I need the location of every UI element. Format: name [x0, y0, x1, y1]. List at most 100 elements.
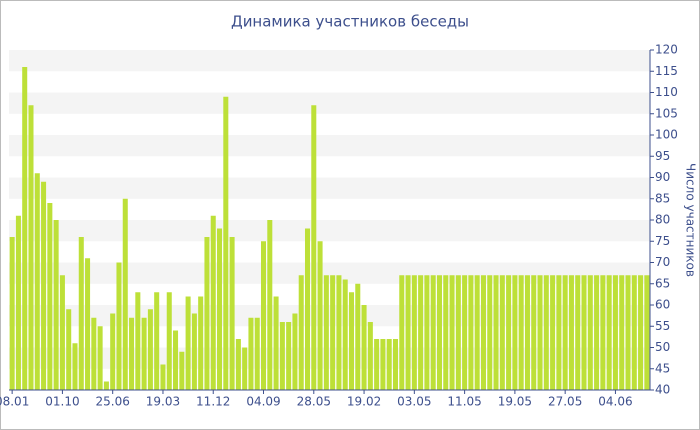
- bar: [122, 198, 128, 390]
- bar: [191, 313, 197, 390]
- bar: [242, 347, 248, 390]
- bar: [22, 67, 28, 390]
- bar: [625, 275, 631, 390]
- bar: [594, 275, 600, 390]
- bar: [160, 364, 166, 390]
- bar: [455, 275, 461, 390]
- bar: [267, 220, 273, 390]
- bar: [424, 275, 430, 390]
- bar: [9, 237, 15, 390]
- bar: [179, 351, 185, 390]
- bar: [317, 241, 323, 390]
- y-axis-label: Число участников: [684, 163, 698, 277]
- y-tick-label: 60: [655, 298, 670, 312]
- bar: [66, 309, 72, 390]
- x-tick-label: 19.05: [498, 395, 532, 409]
- bar: [499, 275, 505, 390]
- bar: [97, 326, 103, 390]
- bar: [374, 339, 380, 390]
- bar: [292, 313, 298, 390]
- bar: [524, 275, 530, 390]
- bar: [436, 275, 442, 390]
- bar: [304, 228, 311, 390]
- y-tick-label: 45: [655, 361, 670, 375]
- bar: [474, 275, 480, 390]
- grid-band: [9, 50, 650, 72]
- bar: [386, 339, 392, 390]
- bar: [493, 275, 499, 390]
- x-tick-label: 08.01: [0, 395, 29, 409]
- bar: [336, 275, 342, 390]
- bar: [15, 215, 21, 390]
- bar: [173, 330, 179, 390]
- bar: [619, 275, 625, 390]
- bar: [342, 279, 348, 390]
- bar: [78, 237, 84, 390]
- x-tick-label: 25.06: [96, 395, 130, 409]
- bar: [631, 275, 637, 390]
- bar: [543, 275, 549, 390]
- bar: [361, 305, 367, 390]
- bar: [405, 275, 411, 390]
- bar: [154, 292, 160, 390]
- bar: [223, 96, 229, 390]
- bar: [587, 275, 593, 390]
- x-tick-label: 19.03: [146, 395, 180, 409]
- bar: [261, 241, 267, 390]
- bar: [198, 296, 204, 390]
- y-tick-label: 65: [655, 276, 670, 290]
- grid-band: [9, 177, 650, 199]
- bar: [518, 275, 524, 390]
- bar: [330, 275, 336, 390]
- bar: [110, 313, 116, 390]
- y-tick-label: 55: [655, 319, 670, 333]
- bar: [185, 296, 191, 390]
- y-tick-label: 80: [655, 213, 670, 227]
- bar: [311, 105, 317, 390]
- bar: [581, 275, 587, 390]
- y-tick-label: 40: [655, 383, 670, 397]
- bar: [59, 275, 65, 390]
- bar: [606, 275, 612, 390]
- bar: [443, 275, 449, 390]
- x-tick-label: 28.05: [297, 395, 331, 409]
- bar: [147, 309, 153, 390]
- bar: [462, 275, 468, 390]
- bar: [600, 275, 606, 390]
- bar: [449, 275, 455, 390]
- bar: [575, 275, 581, 390]
- bar: [204, 237, 210, 390]
- x-tick-label: 11.12: [196, 395, 230, 409]
- y-tick-label: 120: [655, 43, 678, 57]
- y-tick-label: 50: [655, 340, 670, 354]
- bar: [487, 275, 493, 390]
- bar: [392, 339, 398, 390]
- y-tick-label: 115: [655, 64, 678, 78]
- bar: [556, 275, 562, 390]
- grid-band: [9, 135, 650, 157]
- y-tick-label: 105: [655, 106, 678, 120]
- grid-band: [9, 220, 650, 242]
- bar: [217, 228, 223, 390]
- y-tick-label: 100: [655, 128, 678, 142]
- x-tick-label: 11.05: [447, 395, 481, 409]
- y-tick-label: 70: [655, 255, 670, 269]
- bar: [72, 343, 78, 390]
- bar: [550, 275, 556, 390]
- bar: [34, 173, 40, 390]
- bar: [166, 292, 172, 390]
- bar: [562, 275, 568, 390]
- bar: [411, 275, 417, 390]
- bar: [348, 292, 355, 390]
- bar: [279, 322, 285, 390]
- bar: [612, 275, 618, 390]
- bar: [506, 275, 512, 390]
- x-tick-label: 04.06: [598, 395, 632, 409]
- bar: [512, 275, 518, 390]
- bar: [430, 275, 436, 390]
- y-tick-label: 85: [655, 191, 670, 205]
- bar: [399, 275, 405, 390]
- bar: [418, 275, 424, 390]
- bar: [568, 275, 574, 390]
